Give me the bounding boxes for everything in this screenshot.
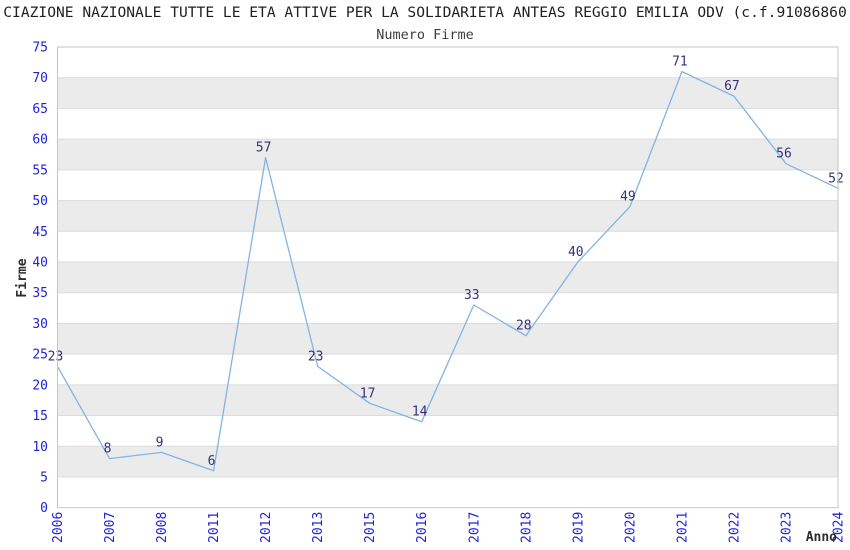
x-tick-label: 2007 — [103, 512, 118, 543]
chart-title: CIAZIONE NAZIONALE TUTTE LE ETA ATTIVE P… — [3, 4, 847, 21]
data-label: 23 — [48, 349, 64, 364]
x-tick-label: 2020 — [623, 512, 638, 543]
plot-band — [57, 446, 838, 477]
y-tick-label: 50 — [32, 194, 48, 209]
data-label: 33 — [464, 288, 480, 303]
y-tick-label: 70 — [32, 71, 48, 86]
x-tick-label: 2006 — [51, 512, 66, 543]
data-label: 57 — [256, 141, 272, 156]
plot-band — [57, 200, 838, 232]
x-tick-label: 2011 — [207, 512, 222, 543]
y-tick-label: 45 — [32, 225, 48, 240]
data-label: 28 — [516, 319, 532, 334]
y-tick-label: 65 — [32, 102, 48, 117]
plot-band — [57, 323, 838, 355]
plot-band — [57, 384, 838, 416]
y-tick-label: 25 — [32, 348, 48, 363]
data-label: 17 — [360, 386, 376, 401]
x-tick-label: 2015 — [363, 512, 378, 543]
x-tick-label: 2016 — [415, 512, 430, 543]
series-line — [56, 70, 839, 472]
y-tick-label: 10 — [32, 440, 48, 455]
y-tick-label: 5 — [40, 471, 48, 486]
x-tick-label: 2023 — [780, 512, 795, 543]
data-label: 56 — [776, 147, 792, 162]
y-tick-label: 0 — [40, 501, 48, 516]
data-label: 49 — [620, 190, 636, 205]
x-tick-labels: 2006 2007 2008 2011 2012 2013 2015 2016 2017 2018… — [51, 512, 847, 543]
x-tick-label: 2019 — [571, 512, 586, 543]
y-tick-label: 60 — [32, 133, 48, 148]
y-tick-label: 55 — [32, 163, 48, 178]
y-tick-labels: 0 5 10 15 20 25 30 35 40 45 50 55 60 65 70 75 — [32, 41, 48, 517]
gridlines — [57, 77, 838, 478]
y-axis-title: Firme — [15, 258, 30, 297]
plot-band — [57, 261, 838, 293]
data-label: 9 — [156, 435, 164, 450]
y-tick-label: 35 — [32, 286, 48, 301]
x-tick-label: 2017 — [467, 512, 482, 543]
x-tick-label: 2013 — [311, 512, 326, 543]
data-label: 71 — [672, 55, 688, 70]
data-label: 40 — [568, 245, 584, 260]
x-axis-title: Anno — [806, 530, 837, 545]
data-label: 23 — [308, 349, 324, 364]
plot-band — [57, 139, 838, 170]
data-label: 6 — [208, 454, 216, 469]
data-label: 52 — [828, 171, 844, 186]
series-line-group — [56, 70, 839, 472]
y-tick-label: 30 — [32, 317, 48, 332]
x-tick-label: 2021 — [675, 512, 690, 543]
x-tick-label: 2024 — [832, 512, 847, 543]
data-label: 14 — [412, 405, 428, 420]
axis-titles: Firme Anno — [15, 258, 837, 545]
y-tick-label: 40 — [32, 256, 48, 271]
data-label: 8 — [104, 442, 112, 457]
y-tick-label: 15 — [32, 409, 48, 424]
x-tick-label: 2012 — [259, 512, 274, 543]
x-tick-label: 2018 — [519, 512, 534, 543]
x-tick-label: 2008 — [155, 512, 170, 543]
y-tick-label: 20 — [32, 378, 48, 393]
plot-bands — [57, 77, 838, 477]
data-label: 67 — [724, 79, 740, 94]
data-labels: 23 8 9 6 57 23 17 14 33 28 40 49 71 67 56 52 — [48, 55, 844, 469]
x-tick-label: 2022 — [727, 512, 742, 543]
plot-band — [57, 77, 838, 109]
plot-border — [57, 46, 839, 509]
y-tick-label: 75 — [32, 41, 48, 56]
chart-subtitle: Numero Firme — [376, 27, 474, 43]
